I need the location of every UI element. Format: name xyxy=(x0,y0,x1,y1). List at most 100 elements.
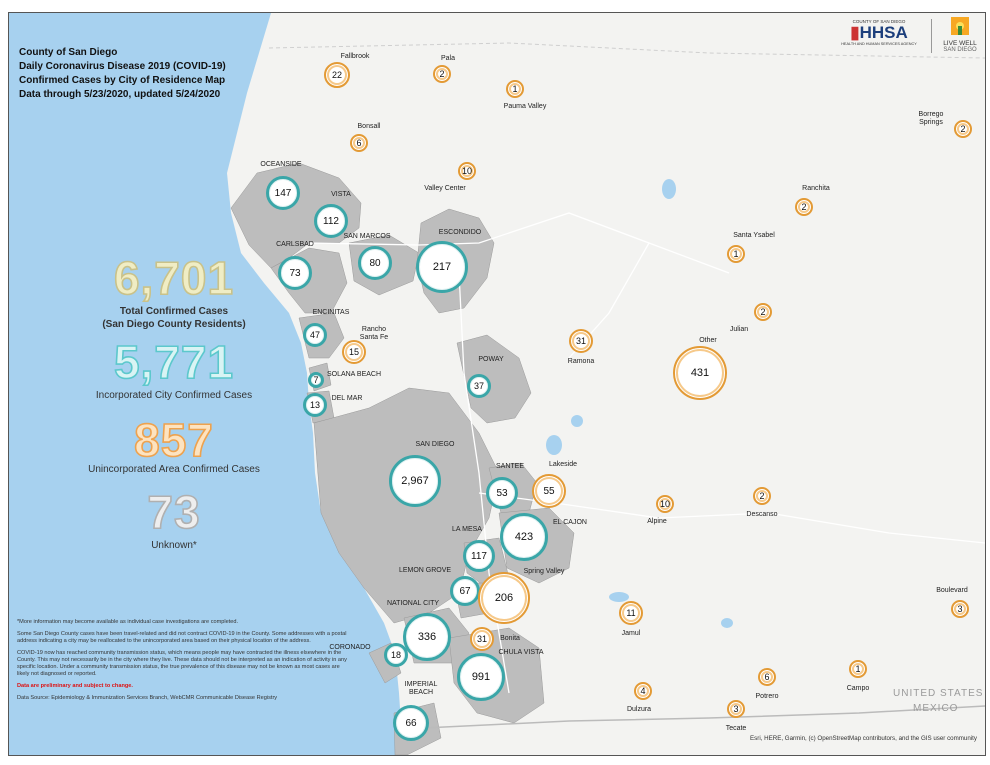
bubble-value-spring-valley: 206 xyxy=(494,592,514,604)
bubble-value-campo: 1 xyxy=(855,664,861,674)
bubble-value-tecate: 3 xyxy=(733,704,739,714)
bubble-tecate: 3 xyxy=(727,700,745,718)
total-cases-value: 6,701 xyxy=(113,251,235,305)
place-label-fallbrook: Fallbrook xyxy=(340,53,370,60)
place-label-bonita: Bonita xyxy=(500,635,520,642)
unknown-cases-label: Unknown* xyxy=(151,540,197,551)
place-label-lakeside: Lakeside xyxy=(548,461,578,468)
place-label-chula-vista: CHULA VISTA xyxy=(498,649,544,656)
place-label-imperial-beach: IMPERIAL BEACH xyxy=(404,681,438,697)
bubble-national-city: 336 xyxy=(403,613,451,661)
bubble-bonsall: 6 xyxy=(350,134,368,152)
map-attribution: Esri, HERE, Garmin, (c) OpenStreetMap co… xyxy=(750,735,977,742)
place-label-vista: VISTA xyxy=(331,191,351,198)
bubble-boulevard: 3 xyxy=(951,600,969,618)
total-label-line-2: (San Diego County Residents) xyxy=(102,319,246,330)
bubble-campo: 1 xyxy=(849,660,867,678)
place-label-dulzura: Dulzura xyxy=(626,706,652,713)
bubble-value-descanso: 2 xyxy=(759,491,765,501)
hhsa-logo: COUNTY OF SAN DIEGO ▮HHSA HEALTH AND HUM… xyxy=(831,19,927,49)
bubble-value-ramona: 31 xyxy=(575,336,586,346)
bubble-value-national-city: 336 xyxy=(417,631,437,643)
bubble-vista: 112 xyxy=(314,204,348,238)
hhsa-logo-text: ▮HHSA xyxy=(850,23,908,42)
logo-divider xyxy=(931,19,932,53)
mexico-label: MEXICO xyxy=(913,703,959,714)
bubble-value-santa-ysabel: 1 xyxy=(733,249,739,259)
bubble-value-imperial-beach: 66 xyxy=(405,717,417,729)
bubble-value-fallbrook: 22 xyxy=(331,70,342,80)
bubble-value-santee: 53 xyxy=(496,487,508,499)
place-label-campo: Campo xyxy=(846,685,870,692)
hhsa-logo-small: COUNTY OF SAN DIEGO xyxy=(852,19,906,24)
bubble-del-mar: 13 xyxy=(303,393,327,417)
note-travel: Some San Diego County cases have been tr… xyxy=(17,631,347,644)
united-states-label: UNITED STATES xyxy=(893,688,984,699)
incorporated-cases-value: 5,771 xyxy=(113,335,235,389)
bubble-encinitas: 47 xyxy=(303,323,327,347)
place-label-coronado: CORONADO xyxy=(329,644,371,651)
live-well-logo: LIVE WELL SAN DIEGO xyxy=(937,17,983,57)
place-label-pauma-valley: Pauma Valley xyxy=(503,103,547,110)
bubble-chula-vista: 991 xyxy=(457,653,505,701)
place-label-escondido: ESCONDIDO xyxy=(438,229,482,236)
place-label-solana-beach: SOLANA BEACH xyxy=(326,371,382,378)
bubble-san-diego: 2,967 xyxy=(389,455,441,507)
bubble-poway: 37 xyxy=(467,374,491,398)
place-label-rancho-santa-fe: Rancho Santa Fe xyxy=(359,326,389,342)
bubble-dulzura: 4 xyxy=(634,682,652,700)
bubble-value-coronado: 18 xyxy=(390,650,401,660)
place-label-carlsbad: CARLSBAD xyxy=(276,241,314,248)
title-line-3: Confirmed Cases by City of Residence Map xyxy=(19,75,226,86)
place-label-santa-ysabel: Santa Ysabel xyxy=(733,232,775,239)
lakes xyxy=(546,179,733,628)
place-label-descanso: Descanso xyxy=(746,511,778,518)
place-label-ranchita: Ranchita xyxy=(802,185,830,192)
place-label-poway: POWAY xyxy=(478,356,504,363)
unknown-cases-value: 73 xyxy=(147,485,201,539)
ocean xyxy=(9,13,403,755)
title-line-1: County of San Diego xyxy=(19,47,118,58)
bubble-santee: 53 xyxy=(486,477,518,509)
note-source: Data Source: Epidemiology & Immunization… xyxy=(17,695,278,701)
border-line xyxy=(402,705,985,730)
bubble-potrero: 6 xyxy=(758,668,776,686)
bubble-value-el-cajon: 423 xyxy=(514,531,534,543)
place-label-la-mesa: LA MESA xyxy=(452,526,482,533)
bubble-descanso: 2 xyxy=(753,487,771,505)
basemap xyxy=(9,13,985,755)
place-label-borrego-springs: Borrego Springs xyxy=(918,111,944,127)
note-preliminary: Data are preliminary and subject to chan… xyxy=(17,683,133,689)
county-boundary xyxy=(268,42,985,59)
place-label-encinitas: ENCINITAS xyxy=(312,309,350,316)
bubble-value-carlsbad: 73 xyxy=(289,267,301,279)
bubble-coronado: 18 xyxy=(384,643,408,667)
title-line-2: Daily Coronavirus Disease 2019 (COVID-19… xyxy=(19,61,226,72)
bubble-julian: 2 xyxy=(754,303,772,321)
bubble-imperial-beach: 66 xyxy=(393,705,429,741)
place-label-del-mar: DEL MAR xyxy=(331,395,363,402)
bubble-value-solana-beach: 7 xyxy=(313,375,319,385)
sun-icon xyxy=(951,17,969,35)
bubble-lakeside: 55 xyxy=(532,474,566,508)
bubble-ranchita: 2 xyxy=(795,198,813,216)
bubble-santa-ysabel: 1 xyxy=(727,245,745,263)
bubble-bonita: 31 xyxy=(470,627,494,651)
bubble-oceanside: 147 xyxy=(266,176,300,210)
bubble-rancho-santa-fe: 15 xyxy=(342,340,366,364)
place-label-national-city: NATIONAL CITY xyxy=(386,600,440,607)
bubble-value-julian: 2 xyxy=(760,307,766,317)
bubble-san-marcos: 80 xyxy=(358,246,392,280)
bubble-value-chula-vista: 991 xyxy=(471,671,491,683)
bubble-alpine: 10 xyxy=(656,495,674,513)
place-label-san-marcos: SAN MARCOS xyxy=(343,233,391,240)
bubble-value-la-mesa: 117 xyxy=(471,550,487,562)
place-label-potrero: Potrero xyxy=(755,693,779,700)
bubble-value-boulevard: 3 xyxy=(957,604,963,614)
place-label-boulevard: Boulevard xyxy=(936,587,968,594)
bubble-other: 431 xyxy=(673,346,727,400)
bubble-value-poway: 37 xyxy=(473,381,484,391)
notes-block: *More information may become available a… xyxy=(17,619,347,707)
san-diego-text: SAN DIEGO xyxy=(943,47,977,53)
bubble-value-pauma-valley: 1 xyxy=(512,84,518,94)
